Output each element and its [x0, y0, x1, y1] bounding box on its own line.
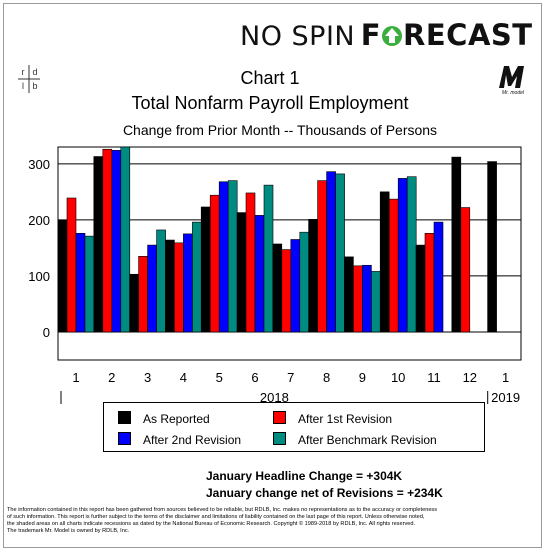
legend-swatch-as-reported: [118, 411, 131, 424]
bar-as-reported: [236, 212, 247, 333]
bar-as-reported: [272, 243, 283, 333]
bar-second-revision: [75, 233, 86, 333]
brand-forecast: F RECAST: [360, 18, 533, 52]
bar-second-revision: [254, 215, 265, 333]
x-tick-label: 5: [216, 370, 223, 385]
chart-title: Total Nonfarm Payroll Employment: [131, 93, 409, 113]
bar-benchmark-revision: [263, 184, 274, 333]
bar-first-revision: [66, 197, 77, 333]
bar-as-reported: [165, 239, 175, 333]
legend-item-first-revision: After 1st Revision: [273, 411, 392, 426]
svg-text:Mr. model: Mr. model: [502, 90, 525, 96]
headline-change-text: January Headline Change = +304K: [206, 469, 403, 483]
y-tick-label: 0: [43, 325, 50, 340]
bar-benchmark-revision: [335, 173, 345, 333]
bar-first-revision: [424, 233, 435, 333]
bar-second-revision: [326, 171, 336, 333]
x-tick-label: 7: [287, 370, 294, 385]
bar-as-reported: [344, 256, 354, 333]
bar-first-revision: [317, 180, 327, 333]
bar-second-revision: [433, 221, 444, 333]
bar-first-revision: [460, 207, 471, 333]
legend-swatch-first-revision: [273, 411, 286, 424]
bar-benchmark-revision: [406, 176, 417, 333]
disclaimer-line: of such information. This report is furt…: [7, 513, 425, 520]
x-tick-label: 1: [502, 370, 509, 385]
x-tick-label: 3: [144, 370, 151, 385]
svg-text:r: r: [22, 67, 25, 77]
bar-second-revision: [362, 264, 372, 333]
mr-model-logo: Mr. model: [495, 62, 531, 101]
bar-as-reported: [308, 219, 318, 333]
bar-first-revision: [388, 198, 399, 333]
bar-as-reported: [129, 273, 139, 333]
up-arrow-o-icon: [381, 20, 403, 46]
bar-as-reported: [415, 244, 426, 333]
bar-first-revision: [174, 242, 184, 333]
svg-text:l: l: [22, 81, 24, 91]
year-label-2018: 2018: [260, 390, 289, 405]
bar-benchmark-revision: [192, 221, 202, 333]
bar-first-revision: [245, 192, 256, 333]
svg-text:d: d: [32, 67, 37, 77]
bar-second-revision: [218, 181, 229, 333]
y-tick-label: 200: [28, 213, 50, 228]
legend-swatch-benchmark-revision: [273, 432, 286, 445]
chart-legend: As Reported After 1st Revision After 2nd…: [103, 402, 485, 452]
bar-first-revision: [138, 256, 148, 333]
chart-subtitle: Change from Prior Month -- Thousands of …: [122, 122, 438, 138]
bar-benchmark-revision: [371, 271, 381, 333]
rdlb-logo: r d l b: [16, 65, 42, 98]
x-tick-label: 2: [108, 370, 115, 385]
chart-number: Chart 1: [240, 68, 300, 88]
bar-benchmark-revision: [227, 180, 238, 333]
bar-benchmark-revision: [299, 231, 310, 333]
svg-text:b: b: [32, 81, 37, 91]
disclaimer: The information contained in this report…: [7, 507, 537, 535]
year-label-2019: 2019: [491, 390, 520, 405]
x-tick-label: 8: [323, 370, 330, 385]
y-tick-label: 300: [28, 157, 50, 172]
bar-as-reported: [57, 219, 68, 333]
no-spin-forecast-logo: NO SPIN F RECAST: [240, 18, 533, 52]
x-tick-label: 10: [391, 370, 405, 385]
bar-as-reported: [379, 191, 390, 333]
y-tick-label: 100: [28, 269, 50, 284]
disclaimer-line: the shaded areas on all charts indicate …: [7, 520, 416, 527]
disclaimer-line: The trademark Mr. Model is owned by RDLB…: [7, 527, 130, 534]
legend-swatch-second-revision: [118, 432, 131, 445]
x-tick-label: 1: [72, 370, 79, 385]
x-tick-label: 9: [359, 370, 366, 385]
x-tick-label: 11: [427, 370, 441, 385]
bar-second-revision: [111, 150, 122, 333]
bar-first-revision: [353, 265, 363, 333]
bar-second-revision: [290, 239, 301, 333]
bar-first-revision: [102, 148, 113, 333]
net-of-revisions-text: January change net of Revisions = +234K: [206, 486, 443, 500]
bar-second-revision: [147, 244, 157, 333]
bar-benchmark-revision: [84, 235, 95, 333]
x-tick-label: 6: [251, 370, 258, 385]
bar-second-revision: [397, 178, 408, 333]
bar-as-reported: [200, 206, 211, 333]
brand-no-spin: NO SPIN: [240, 21, 356, 52]
bar-as-reported: [93, 156, 104, 333]
legend-item-benchmark-revision: After Benchmark Revision: [273, 432, 437, 447]
bar-as-reported: [451, 156, 462, 333]
bar-first-revision: [209, 194, 220, 333]
bar-first-revision: [281, 249, 292, 333]
bar-as-reported: [487, 161, 497, 333]
x-tick-label: 4: [180, 370, 187, 385]
x-tick-label: 12: [463, 370, 477, 385]
legend-item-second-revision: After 2nd Revision: [118, 432, 241, 447]
bar-benchmark-revision: [156, 229, 166, 333]
bar-second-revision: [183, 233, 193, 333]
bar-benchmark-revision: [120, 146, 131, 333]
legend-item-as-reported: As Reported: [118, 411, 210, 426]
disclaimer-line: The information contained in this report…: [7, 507, 438, 513]
